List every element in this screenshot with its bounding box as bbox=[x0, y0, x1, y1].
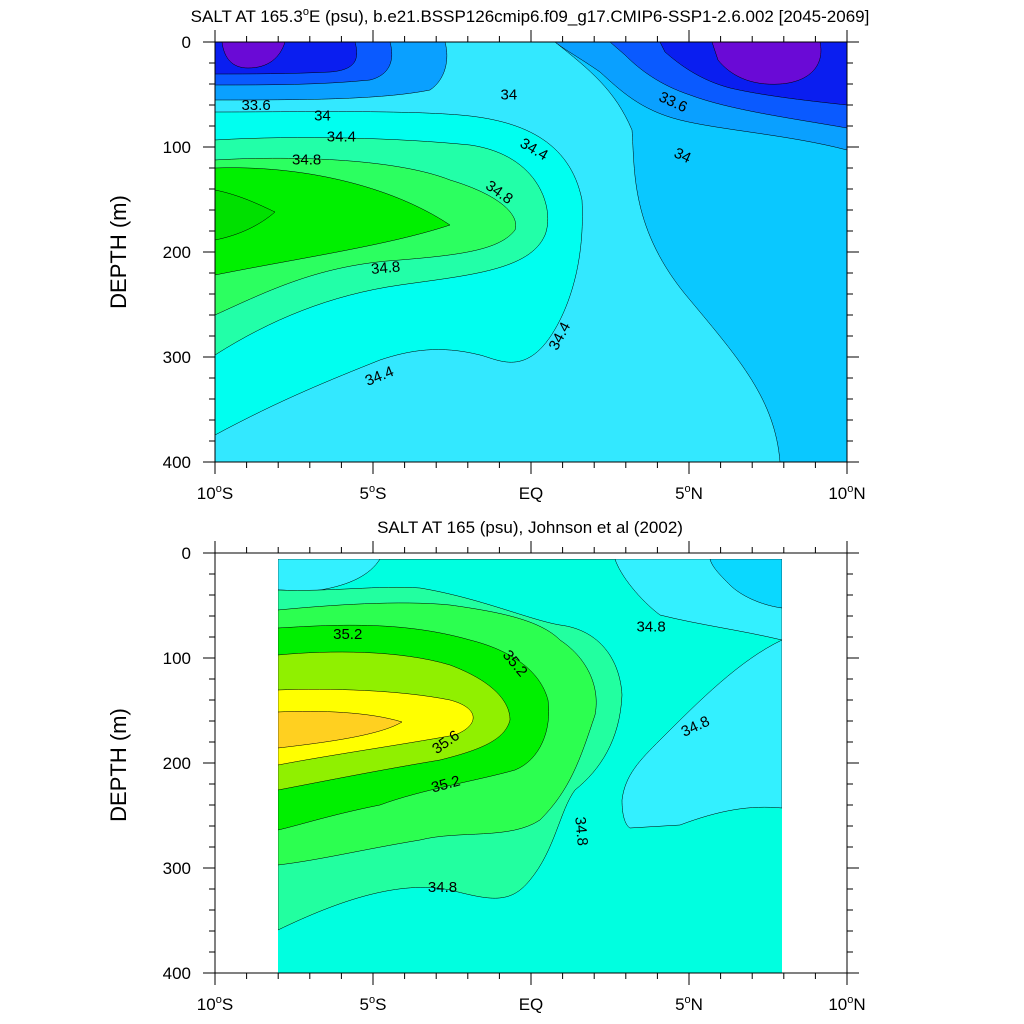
y-tick-label: 200 bbox=[163, 243, 191, 262]
x-tick-label: 5oS bbox=[360, 483, 387, 503]
contour-labels: 33.63434.434.83434.434.834.834.434.433.6… bbox=[241, 87, 693, 390]
y-axis-label: DEPTH (m) bbox=[106, 708, 131, 822]
contour-label: 34 bbox=[314, 108, 331, 125]
contour-label: 34.8 bbox=[428, 879, 457, 896]
panel-model-title: SALT AT 165.3oE (psu), b.e21.BSSP126cmip… bbox=[191, 6, 870, 26]
y-tick-label: 0 bbox=[182, 33, 191, 52]
y-axis-label: DEPTH (m) bbox=[106, 195, 131, 309]
salt-field-northern-fresh bbox=[621, 639, 782, 829]
panel-observed-title: SALT AT 165 (psu), Johnson et al (2002) bbox=[377, 518, 683, 537]
axes: 0 100 200 300 400 10oS 5oS EQ 5oN 10oN bbox=[163, 541, 866, 1014]
x-tick-label: EQ bbox=[519, 995, 544, 1014]
contour-label: 34 bbox=[501, 87, 518, 104]
x-tick-label: EQ bbox=[519, 484, 544, 503]
y-tick-label: 100 bbox=[163, 649, 191, 668]
salinity-fields bbox=[215, 42, 847, 462]
contour-label: 34.8 bbox=[292, 152, 321, 169]
y-tick-label: 300 bbox=[163, 348, 191, 367]
x-tick-label: 10oS bbox=[197, 483, 233, 503]
salt-field-eastern-deep bbox=[554, 42, 847, 462]
contour-label: 34.4 bbox=[327, 129, 356, 146]
x-tick-label: 10oN bbox=[828, 994, 865, 1014]
axes: 0 100 200 300 400 10oS 5oS EQ 5oN 10oN bbox=[163, 30, 866, 503]
x-tick-label: 5oN bbox=[675, 483, 703, 503]
x-tick-label: 10oS bbox=[197, 994, 233, 1014]
y-tick-label: 400 bbox=[163, 964, 191, 983]
contour-label: 35.2 bbox=[430, 772, 463, 796]
contour-label: 34.8 bbox=[370, 259, 401, 278]
panel-observed: SALT AT 165 (psu), Johnson et al (2002) … bbox=[106, 518, 866, 1014]
salt-field-east-surface-32.8 bbox=[711, 42, 822, 85]
contour-label: 35.2 bbox=[333, 626, 362, 643]
contour-label: 34.8 bbox=[571, 816, 590, 847]
contour-label: 33.6 bbox=[241, 97, 270, 114]
contour-label: 34.8 bbox=[636, 619, 665, 636]
y-tick-label: 200 bbox=[163, 754, 191, 773]
contour-label: 34 bbox=[671, 145, 693, 167]
salt-field-core-35.0 bbox=[215, 167, 451, 276]
salt-field-west-surface-32.8 bbox=[221, 42, 286, 69]
salt-field-ne-fresher bbox=[709, 559, 782, 609]
salinity-fields bbox=[278, 559, 782, 973]
salt-field-core-inner bbox=[215, 189, 276, 241]
y-tick-label: 0 bbox=[182, 544, 191, 563]
panel-model: SALT AT 165.3oE (psu), b.e21.BSSP126cmip… bbox=[106, 6, 869, 503]
y-tick-label: 400 bbox=[163, 453, 191, 472]
x-tick-label: 5oS bbox=[360, 994, 387, 1014]
x-tick-label: 5oN bbox=[675, 994, 703, 1014]
y-tick-label: 100 bbox=[163, 138, 191, 157]
y-tick-label: 300 bbox=[163, 859, 191, 878]
salt-field-core-inner bbox=[278, 711, 403, 749]
x-tick-label: 10oN bbox=[828, 483, 865, 503]
